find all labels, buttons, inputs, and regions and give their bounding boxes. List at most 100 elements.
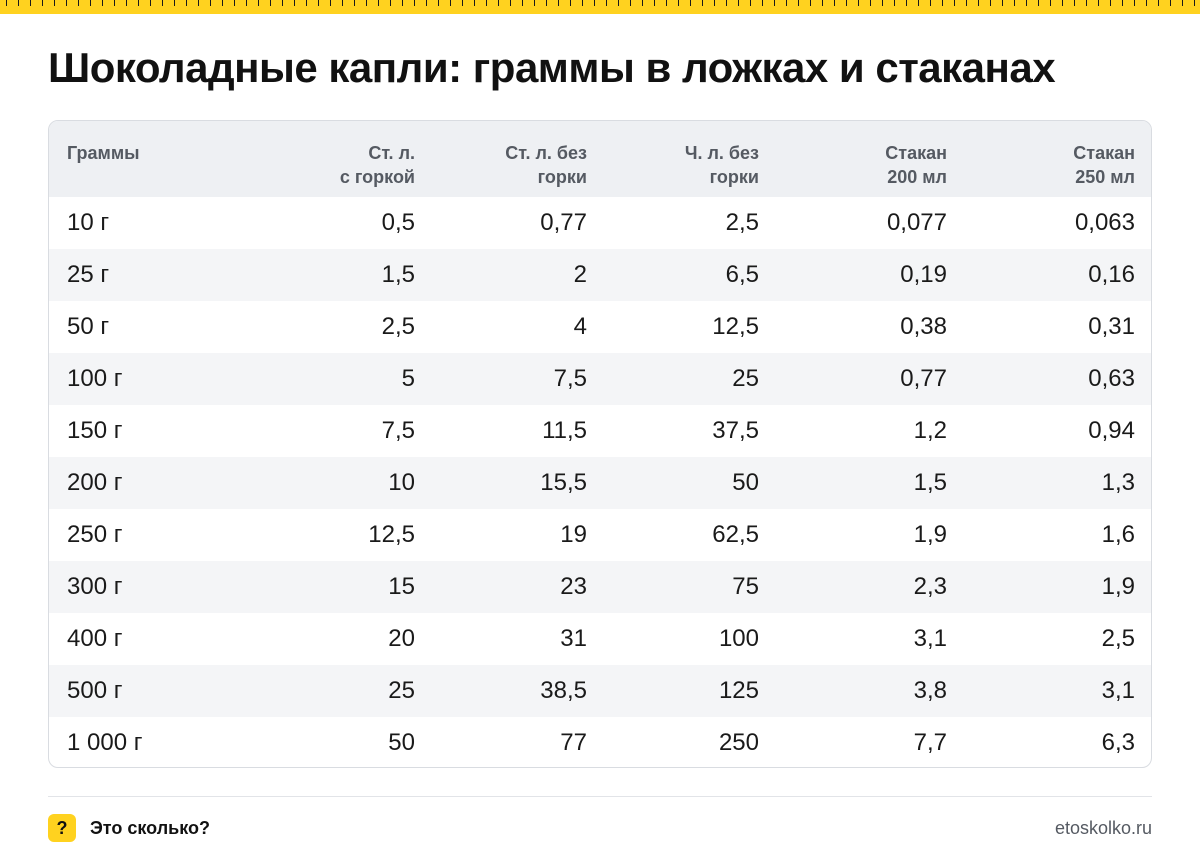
- value-cell: 10: [388, 469, 415, 496]
- value-cell: 4: [573, 313, 587, 340]
- grams-cell: 200 г: [67, 469, 123, 496]
- value-cell: 125: [718, 677, 759, 704]
- value-cell: 3,1: [913, 625, 947, 652]
- table-body: 10 г 0,5 0,77 2,5 0,077 0,063 25 г 1,5 2 6,5 0,19 0…: [49, 197, 1151, 767]
- column-header-line: Ч. л. без: [684, 143, 759, 163]
- value-cell: 2,3: [913, 573, 947, 600]
- column-header: Граммы: [49, 121, 249, 197]
- value-cell: 0,94: [1088, 417, 1135, 444]
- brand-name: Это сколько?: [90, 817, 210, 838]
- column-header-line: Граммы: [67, 143, 140, 163]
- value-cell: 19: [560, 521, 587, 548]
- grams-cell: 300 г: [67, 573, 123, 600]
- value-cell: 50: [732, 469, 759, 496]
- column-header-line: Ст. л.: [368, 143, 415, 163]
- value-cell: 1,2: [913, 417, 947, 444]
- question-mark-icon: ?: [48, 814, 76, 842]
- grams-cell: 25 г: [67, 261, 110, 288]
- grams-cell: 10 г: [67, 209, 110, 236]
- value-cell: 1,9: [1101, 573, 1135, 600]
- column-header-line: Ст. л. без: [505, 143, 587, 163]
- value-cell: 25: [732, 365, 759, 392]
- value-cell: 15: [388, 573, 415, 600]
- value-cell: 0,19: [900, 261, 947, 288]
- grams-cell: 250 г: [67, 521, 123, 548]
- grams-cell: 400 г: [67, 625, 123, 652]
- value-cell: 20: [388, 625, 415, 652]
- column-header: Ч. л. без горки: [605, 121, 777, 197]
- value-cell: 100: [718, 625, 759, 652]
- value-cell: 2,5: [725, 209, 759, 236]
- ruler-strip-base: [0, 6, 1200, 14]
- value-cell: 1,6: [1101, 521, 1135, 548]
- value-cell: 15,5: [540, 469, 587, 496]
- table-row: 500 г 25 38,5 125 3,8 3,1: [49, 665, 1151, 717]
- table-row: 10 г 0,5 0,77 2,5 0,077 0,063: [49, 197, 1151, 249]
- value-cell: 77: [560, 729, 587, 756]
- table-row: 100 г 5 7,5 25 0,77 0,63: [49, 353, 1151, 405]
- table-row: 150 г 7,5 11,5 37,5 1,2 0,94: [49, 405, 1151, 457]
- table-row: 400 г 20 31 100 3,1 2,5: [49, 613, 1151, 665]
- value-cell: 2,5: [381, 313, 415, 340]
- grams-cell: 100 г: [67, 365, 123, 392]
- value-cell: 6,5: [725, 261, 759, 288]
- value-cell: 1,5: [381, 261, 415, 288]
- column-header-line: с горкой: [339, 167, 415, 187]
- value-cell: 0,77: [900, 365, 947, 392]
- grams-cell: 500 г: [67, 677, 123, 704]
- grams-cell: 1 000 г: [67, 729, 143, 756]
- table-row: 250 г 12,5 19 62,5 1,9 1,6: [49, 509, 1151, 561]
- table-row: 300 г 15 23 75 2,3 1,9: [49, 561, 1151, 613]
- column-header: Ст. л. с горкой: [249, 121, 433, 197]
- conversion-table-container: Граммы Ст. л. с горкой Ст. л. без горки Ч. л.…: [48, 120, 1152, 768]
- footer-brand: ? Это сколько?: [48, 814, 210, 842]
- value-cell: 7,5: [381, 417, 415, 444]
- conversion-table: Граммы Ст. л. с горкой Ст. л. без горки Ч. л.…: [49, 121, 1151, 767]
- grams-cell: 50 г: [67, 313, 110, 340]
- page-title: Шоколадные капли: граммы в ложках и стак…: [48, 44, 1056, 91]
- value-cell: 37,5: [712, 417, 759, 444]
- table-row: 25 г 1,5 2 6,5 0,19 0,16: [49, 249, 1151, 301]
- value-cell: 0,063: [1074, 209, 1135, 236]
- value-cell: 0,77: [540, 209, 587, 236]
- value-cell: 3,1: [1101, 677, 1135, 704]
- value-cell: 0,38: [900, 313, 947, 340]
- value-cell: 0,63: [1088, 365, 1135, 392]
- column-header: Стакан 200 мл: [777, 121, 965, 197]
- column-header: Ст. л. без горки: [433, 121, 605, 197]
- value-cell: 31: [560, 625, 587, 652]
- table-header: Граммы Ст. л. с горкой Ст. л. без горки Ч. л.…: [49, 121, 1151, 197]
- table-row: 50 г 2,5 4 12,5 0,38 0,31: [49, 301, 1151, 353]
- value-cell: 50: [388, 729, 415, 756]
- table-row: 1 000 г 50 77 250 7,7 6,3: [49, 717, 1151, 767]
- value-cell: 0,5: [381, 209, 415, 236]
- value-cell: 12,5: [368, 521, 415, 548]
- value-cell: 7,5: [553, 365, 587, 392]
- column-header-line: горки: [537, 167, 587, 187]
- value-cell: 250: [718, 729, 759, 756]
- value-cell: 7,7: [913, 729, 947, 756]
- column-header-line: горки: [709, 167, 759, 187]
- value-cell: 2: [573, 261, 587, 288]
- column-header: Стакан 250 мл: [965, 121, 1151, 197]
- value-cell: 11,5: [542, 417, 587, 444]
- value-cell: 75: [732, 573, 759, 600]
- value-cell: 0,16: [1088, 261, 1135, 288]
- value-cell: 12,5: [712, 313, 759, 340]
- value-cell: 1,9: [913, 521, 947, 548]
- value-cell: 6,3: [1101, 729, 1135, 756]
- value-cell: 2,5: [1101, 625, 1135, 652]
- value-cell: 1,5: [913, 469, 947, 496]
- value-cell: 23: [560, 573, 587, 600]
- value-cell: 5: [401, 365, 415, 392]
- footer-divider: [48, 796, 1152, 797]
- site-url: etoskolko.ru: [1054, 818, 1152, 838]
- table-header-row: Граммы Ст. л. с горкой Ст. л. без горки Ч. л.…: [49, 121, 1151, 197]
- value-cell: 25: [388, 677, 415, 704]
- table-row: 200 г 10 15,5 50 1,5 1,3: [49, 457, 1151, 509]
- value-cell: 38,5: [540, 677, 587, 704]
- value-cell: 0,31: [1088, 313, 1135, 340]
- value-cell: 1,3: [1101, 469, 1135, 496]
- grams-cell: 150 г: [67, 417, 123, 444]
- column-header-line: 200 мл: [887, 167, 947, 187]
